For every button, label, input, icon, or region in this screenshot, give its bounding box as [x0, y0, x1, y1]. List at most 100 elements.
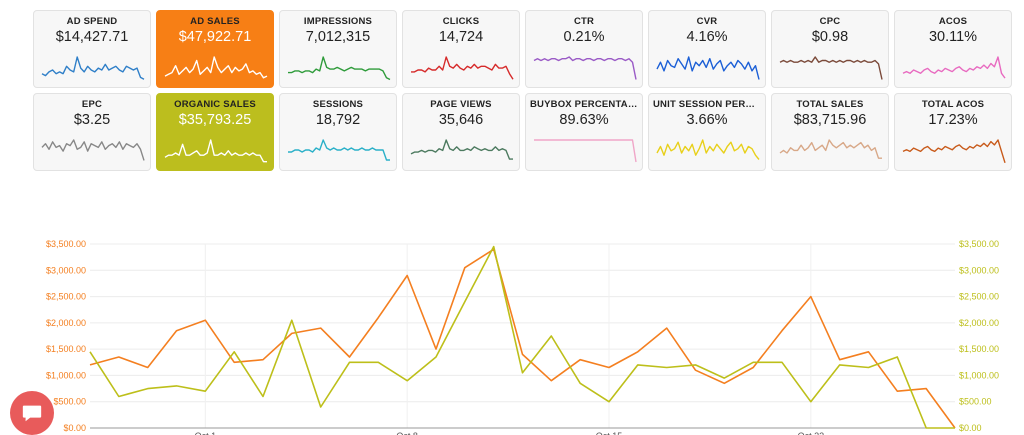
kpi-value: $47,922.71 [178, 29, 252, 45]
kpi-value: $14,427.71 [55, 29, 129, 45]
y-tick-left: $500.00 [53, 397, 86, 407]
sales-line-chart: $0.00 $500.00 $1,000.00 $1,500.00 $2,000.00 $… [0, 230, 1024, 435]
kpi-card-unit-session-percentage[interactable]: UNIT SESSION PERCENTAGE 3.66% [648, 93, 766, 171]
sparkline-path [411, 56, 514, 80]
kpi-label: AD SALES [190, 16, 240, 27]
y-tick-right: $2,000.00 [959, 318, 999, 328]
kpi-value: 3.66% [686, 112, 728, 128]
kpi-label: CLICKS [442, 16, 480, 27]
kpi-sparkline [164, 56, 268, 79]
kpi-label: PAGE VIEWS [430, 99, 492, 110]
sparkline-path [41, 56, 145, 80]
kpi-sparkline [902, 139, 1006, 164]
kpi-label: AD SPEND [66, 16, 118, 27]
y-tick-right: $2,500.00 [959, 292, 999, 302]
kpi-label: BUYBOX PERCENTAGE [530, 99, 642, 110]
kpi-sparkline [411, 56, 514, 80]
kpi-label: CTR [573, 16, 595, 27]
y-tick-left: $0.00 [63, 423, 86, 433]
y-tick-left: $2,000.00 [46, 318, 86, 328]
sparkline-path [288, 139, 390, 161]
kpi-card-ad-spend[interactable]: AD SPEND $14,427.71 [33, 10, 151, 88]
series-line-ad-sales [89, 248, 956, 429]
kpi-value: 18,792 [315, 112, 361, 128]
series-line-organic-sales [89, 245, 955, 429]
y-tick-right: $1,000.00 [959, 370, 999, 380]
kpi-value: $0.98 [811, 29, 849, 45]
kpi-card-organic-sales[interactable]: ORGANIC SALES $35,793.25 [156, 93, 274, 171]
kpi-value: $3.25 [73, 112, 111, 128]
kpi-card-buybox-percentage[interactable]: BUYBOX PERCENTAGE 89.63% [525, 93, 643, 171]
sparkline-path [779, 56, 883, 80]
kpi-label: ACOS [938, 16, 968, 27]
kpi-value: 7,012,315 [305, 29, 371, 45]
kpi-label: SESSIONS [312, 99, 364, 110]
y-tick-right: $1,500.00 [959, 344, 999, 354]
y-tick-right: $0.00 [959, 423, 982, 433]
kpi-label: TOTAL SALES [796, 99, 864, 110]
y-tick-left: $2,500.00 [46, 292, 86, 302]
kpi-label: IMPRESSIONS [303, 16, 373, 27]
kpi-card-total-sales[interactable]: TOTAL SALES $83,715.96 [771, 93, 889, 171]
kpi-sparkline [288, 56, 391, 81]
sparkline-path [41, 139, 145, 161]
kpi-value: 4.16% [686, 29, 728, 45]
kpi-sparkline [534, 139, 637, 163]
sparkline-path [410, 139, 513, 160]
kpi-card-ad-sales[interactable]: AD SALES $47,922.71 [156, 10, 274, 88]
kpi-card-cvr[interactable]: CVR 4.16% [648, 10, 766, 88]
sparkline-path [779, 139, 882, 159]
kpi-label: ORGANIC SALES [174, 99, 256, 110]
sparkline-path [533, 56, 637, 80]
kpi-card-cpc[interactable]: CPC $0.98 [771, 10, 889, 88]
kpi-value: 0.21% [563, 29, 605, 45]
kpi-card-ctr[interactable]: CTR 0.21% [525, 10, 643, 88]
kpi-sparkline [41, 56, 145, 80]
kpi-sparkline [779, 56, 883, 80]
sparkline-path [164, 56, 268, 79]
y-tick-right: $3,500.00 [959, 239, 999, 249]
x-tick-label: Oct 1 [195, 431, 217, 435]
y-tick-left: $1,000.00 [46, 370, 86, 380]
kpi-sparkline [779, 139, 882, 159]
kpi-sparkline [410, 139, 513, 160]
kpi-sparkline [656, 56, 760, 80]
y-tick-left: $3,500.00 [46, 239, 86, 249]
kpi-card-total-acos[interactable]: TOTAL ACOS 17.23% [894, 93, 1012, 171]
sparkline-path [288, 56, 391, 81]
sparkline-path [902, 56, 1006, 79]
chat-widget-button[interactable] [10, 391, 54, 435]
kpi-label: CVR [696, 16, 718, 27]
kpi-label: TOTAL ACOS [921, 99, 985, 110]
y-tick-right: $500.00 [959, 397, 992, 407]
kpi-value: 14,724 [438, 29, 484, 45]
kpi-sparkline [164, 139, 267, 163]
kpi-card-page-views[interactable]: PAGE VIEWS 35,646 [402, 93, 520, 171]
y-tick-left: $3,000.00 [46, 265, 86, 275]
kpi-value: 89.63% [559, 112, 609, 128]
kpi-card-acos[interactable]: ACOS 30.11% [894, 10, 1012, 88]
kpi-card-impressions[interactable]: IMPRESSIONS 7,012,315 [279, 10, 397, 88]
kpi-card-epc[interactable]: EPC $3.25 [33, 93, 151, 171]
sparkline-path [164, 139, 267, 163]
kpi-sparkline [533, 56, 637, 80]
x-tick-label: Oct 15 [596, 431, 623, 435]
kpi-label: EPC [81, 99, 103, 110]
kpi-value: $83,715.96 [793, 112, 867, 128]
y-tick-left: $1,500.00 [46, 344, 86, 354]
kpi-sparkline [656, 139, 760, 160]
kpi-card-clicks[interactable]: CLICKS 14,724 [402, 10, 520, 88]
chat-bubble-icon [22, 405, 42, 422]
sparkline-path [656, 139, 760, 160]
x-tick-label: Oct 22 [798, 431, 825, 435]
chart-svg: $0.00 $500.00 $1,000.00 $1,500.00 $2,000.00 $… [46, 239, 999, 435]
sparkline-path [534, 139, 637, 163]
kpi-value: 30.11% [928, 29, 978, 45]
kpi-card-sessions[interactable]: SESSIONS 18,792 [279, 93, 397, 171]
sparkline-path [902, 139, 1006, 164]
kpi-value: $35,793.25 [178, 112, 252, 128]
kpi-value: 17.23% [928, 112, 978, 128]
y-tick-right: $3,000.00 [959, 265, 999, 275]
kpi-label: CPC [819, 16, 841, 27]
